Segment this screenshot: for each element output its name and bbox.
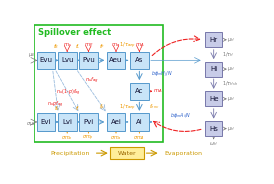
Text: $\sigma m_p$: $\sigma m_p$ <box>82 134 94 143</box>
Text: Lvi: Lvi <box>62 119 72 125</box>
Text: $\sigma\mu_E$: $\sigma\mu_E$ <box>26 120 36 128</box>
Text: Pvu: Pvu <box>82 57 95 63</box>
Text: $n_u f_{ag}$: $n_u f_{ag}$ <box>84 76 99 86</box>
Text: $n_u(1\text{-}p)f_{ag}$: $n_u(1\text{-}p)f_{ag}$ <box>56 88 81 98</box>
Text: $m_s$: $m_s$ <box>63 41 72 49</box>
Text: Evi: Evi <box>41 119 51 125</box>
Text: Lvu: Lvu <box>61 57 73 63</box>
Text: $f_p$: $f_p$ <box>99 103 105 113</box>
Text: Hi: Hi <box>210 66 217 72</box>
Text: $f_l$: $f_l$ <box>75 104 80 113</box>
FancyBboxPatch shape <box>79 52 98 69</box>
FancyBboxPatch shape <box>37 113 55 130</box>
FancyBboxPatch shape <box>58 113 76 130</box>
Text: $\mu_H$: $\mu_H$ <box>227 95 235 103</box>
FancyBboxPatch shape <box>130 113 149 130</box>
Text: $f_b$: $f_b$ <box>53 104 59 113</box>
Text: Precipitation: Precipitation <box>51 151 90 156</box>
Text: $f_{env}$: $f_{env}$ <box>149 102 160 111</box>
FancyBboxPatch shape <box>110 147 144 159</box>
Text: Aei: Aei <box>111 119 121 125</box>
FancyBboxPatch shape <box>205 32 222 47</box>
Text: $\mu_H$: $\mu_H$ <box>227 65 235 73</box>
Text: $m_P$: $m_P$ <box>84 41 93 49</box>
Text: Ac: Ac <box>135 88 144 94</box>
FancyBboxPatch shape <box>205 121 222 136</box>
Text: $\mu_E$: $\mu_E$ <box>28 51 36 59</box>
Text: Ai: Ai <box>136 119 143 125</box>
FancyBboxPatch shape <box>107 113 125 130</box>
Text: $b\phi_m A_i/N$: $b\phi_m A_i/N$ <box>170 111 191 120</box>
Text: $1/\tau_H$: $1/\tau_H$ <box>222 50 235 59</box>
FancyBboxPatch shape <box>37 52 55 69</box>
Text: $f_L$: $f_L$ <box>75 43 81 52</box>
Text: Evaporation: Evaporation <box>164 151 202 156</box>
Text: $\sigma m_A$: $\sigma m_A$ <box>133 134 145 141</box>
Text: $m_A$: $m_A$ <box>153 87 162 95</box>
Text: Evu: Evu <box>39 57 52 63</box>
Text: Hr: Hr <box>210 37 218 43</box>
Text: Aeu: Aeu <box>109 57 123 63</box>
FancyBboxPatch shape <box>130 83 149 100</box>
Text: $1/\tau_{aep}$: $1/\tau_{aep}$ <box>119 41 136 52</box>
Text: $\omega_H$: $\omega_H$ <box>209 140 218 148</box>
Text: $n_u p f_{ag}$: $n_u p f_{ag}$ <box>47 100 64 110</box>
Text: $b\phi_m H_j/N$: $b\phi_m H_j/N$ <box>151 70 172 80</box>
FancyBboxPatch shape <box>107 52 125 69</box>
Text: $\mu_H$: $\mu_H$ <box>227 36 235 44</box>
Text: $\sigma m_a$: $\sigma m_a$ <box>110 134 122 141</box>
FancyBboxPatch shape <box>79 113 98 130</box>
Text: $\sigma m_b$: $\sigma m_b$ <box>61 134 73 141</box>
Text: Pvi: Pvi <box>83 119 93 125</box>
FancyBboxPatch shape <box>205 91 222 106</box>
Text: $1/\tau_{Hsh}$: $1/\tau_{Hsh}$ <box>222 80 238 88</box>
Text: Spillover effect: Spillover effect <box>38 28 111 37</box>
Text: $m_A$: $m_A$ <box>135 41 144 49</box>
FancyBboxPatch shape <box>205 62 222 77</box>
Text: $m_a$: $m_a$ <box>112 41 121 49</box>
Text: $f_B$: $f_B$ <box>53 43 60 52</box>
Text: $\mu_H$: $\mu_H$ <box>227 125 235 133</box>
FancyBboxPatch shape <box>58 52 76 69</box>
Text: As: As <box>135 57 144 63</box>
Text: Hs: Hs <box>209 126 218 132</box>
Text: He: He <box>209 96 218 102</box>
FancyBboxPatch shape <box>130 52 149 69</box>
Text: Water: Water <box>118 151 136 156</box>
Text: $f_P$: $f_P$ <box>99 43 105 52</box>
Text: $1/\tau_{aep}$: $1/\tau_{aep}$ <box>119 103 136 113</box>
